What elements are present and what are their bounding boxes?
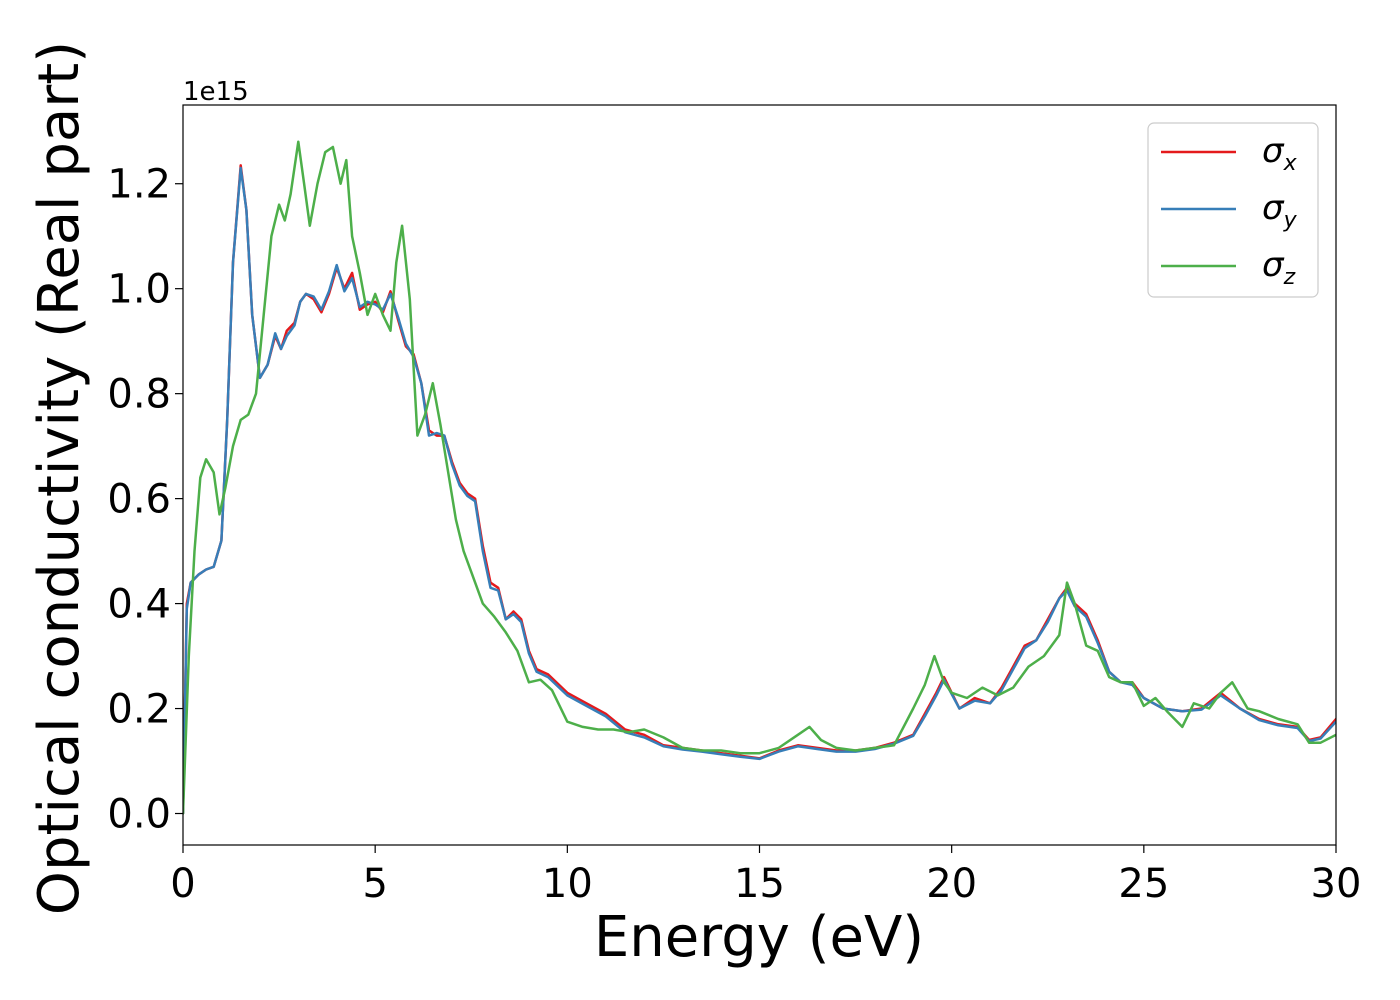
y-tick-label: 1.0 xyxy=(107,267,171,313)
legend-label-y: σy xyxy=(1262,188,1298,233)
legend-subscript: z xyxy=(1283,265,1296,290)
y-axis-ticks: 0.0 0.2 0.4 0.6 0.8 1.0 1.2 xyxy=(107,162,183,838)
series-line-z xyxy=(183,140,1336,815)
legend-symbol: σ xyxy=(1262,188,1285,228)
x-tick-label: 15 xyxy=(734,861,785,907)
legend-symbol: σ xyxy=(1262,131,1285,171)
x-tick-label: 20 xyxy=(926,861,977,907)
x-axis-title: Energy (eV) xyxy=(594,905,924,970)
x-tick-label: 25 xyxy=(1118,861,1169,907)
y-tick-label: 0.8 xyxy=(107,372,171,418)
legend-subscript: x xyxy=(1283,151,1298,176)
x-tick-label: 0 xyxy=(170,861,195,907)
x-tick-label: 30 xyxy=(1311,861,1362,907)
legend-symbol: σ xyxy=(1262,245,1285,285)
series-line-y xyxy=(183,166,1336,815)
y-tick-label: 0.6 xyxy=(107,477,171,523)
y-tick-label: 0.4 xyxy=(107,582,171,628)
y-axis-title: Optical conductivity (Real part) xyxy=(27,41,92,915)
x-tick-label: 10 xyxy=(542,861,593,907)
x-axis-ticks: 0 5 10 15 20 25 30 xyxy=(170,845,1361,907)
series-line-x xyxy=(183,164,1336,815)
legend-label-x: σx xyxy=(1262,131,1298,176)
y-tick-label: 0.2 xyxy=(107,687,171,733)
series-layer xyxy=(183,140,1336,815)
y-offset-text: 1e15 xyxy=(183,77,249,107)
x-tick-label: 5 xyxy=(362,861,387,907)
legend-label-z: σz xyxy=(1262,245,1296,290)
y-tick-label: 1.2 xyxy=(107,162,171,208)
legend-subscript: y xyxy=(1283,208,1298,233)
y-tick-label: 0.0 xyxy=(107,792,171,838)
